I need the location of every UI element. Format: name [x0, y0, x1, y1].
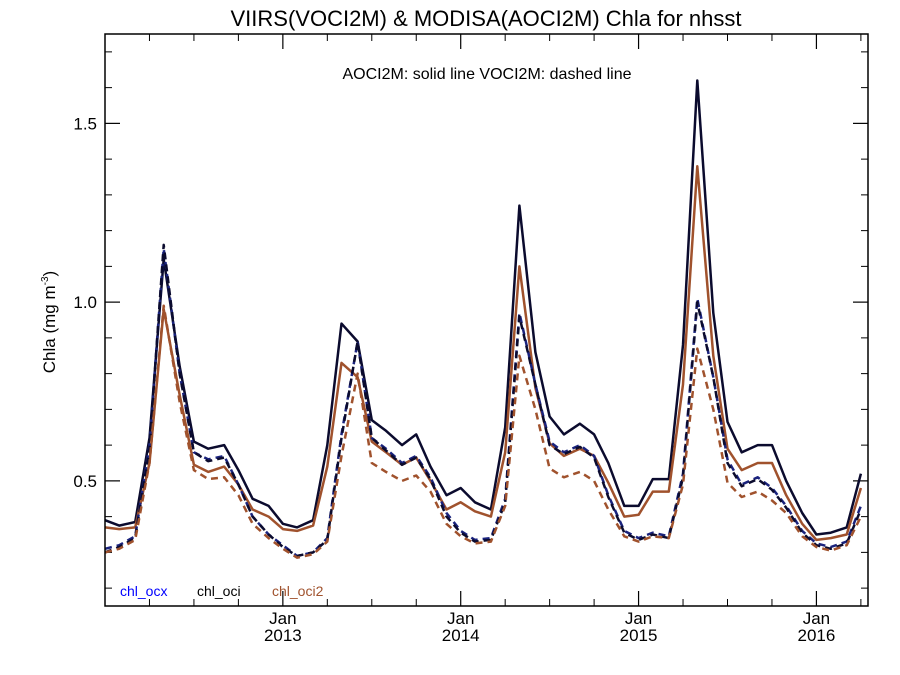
series-line-chl-ocx-voci2m — [104, 247, 863, 558]
y-axis-label: Chla (mg m-3) — [40, 271, 59, 373]
legend: chl_ocx chl_oci chl_oci2 — [120, 583, 324, 599]
series-line-chl-oci-voci2m — [104, 243, 863, 558]
series-layer — [104, 79, 863, 559]
y-tick-label: 1.0 — [73, 293, 97, 312]
series-line-chl-oci-aoci2m — [104, 79, 863, 536]
x-tick-year-label: 2015 — [620, 626, 658, 645]
line-style-annotation: AOCI2M: solid line VOCI2M: dashed line — [342, 66, 631, 83]
y-tick-label: 1.5 — [73, 114, 97, 133]
x-tick-year-label: 2014 — [442, 626, 480, 645]
y-axis-label-main: Chla (mg m — [40, 285, 59, 373]
x-tick-year-label: 2013 — [264, 626, 302, 645]
x-tick-month-label: Jan — [625, 609, 652, 628]
legend-item-chl-oci2: chl_oci2 — [272, 583, 324, 599]
series-line-chl-oci2-voci2m — [104, 304, 863, 559]
x-tick-month-label: Jan — [447, 609, 474, 628]
y-axis-label-sup: -3 — [40, 276, 51, 285]
chart-title: VIIRS(VOCI2M) & MODISA(AOCI2M) Chla for … — [231, 6, 742, 31]
y-axis-label-close: ) — [40, 271, 59, 277]
x-tick-year-label: 2016 — [798, 626, 836, 645]
x-tick-month-label: Jan — [269, 609, 296, 628]
y-tick-label: 0.5 — [73, 472, 97, 491]
legend-item-chl-ocx: chl_ocx — [120, 583, 167, 599]
x-tick-month-label: Jan — [803, 609, 830, 628]
plot-frame — [104, 33, 869, 607]
legend-item-chl-oci: chl_oci — [197, 583, 241, 599]
series-line-chl-oci2-aoci2m — [104, 165, 863, 542]
